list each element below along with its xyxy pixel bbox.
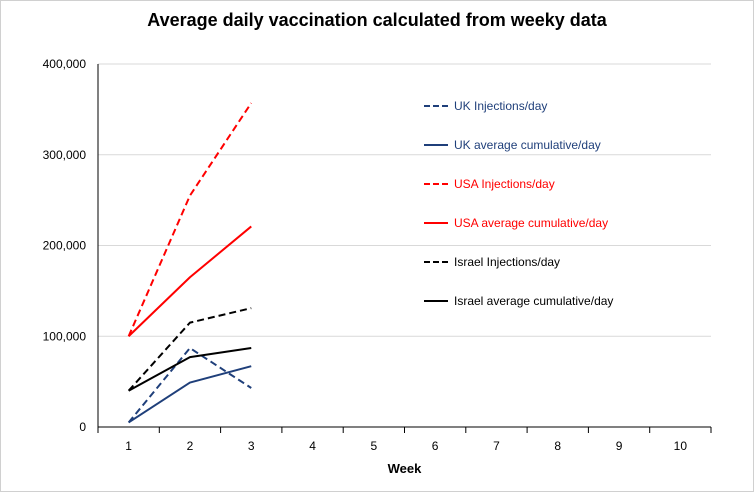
legend-label: UK average cumulative/day xyxy=(454,138,601,152)
x-tick-label: 10 xyxy=(674,439,688,453)
gridlines xyxy=(98,63,711,337)
legend-label: UK Injections/day xyxy=(454,99,547,113)
legend-label: USA average cumulative/day xyxy=(454,216,608,230)
legend-label: Israel Injections/day xyxy=(454,255,560,269)
legend: UK Injections/day UK average cumulative/d… xyxy=(424,99,613,308)
y-tick-label: 200,000 xyxy=(43,239,87,253)
x-axis-title: Week xyxy=(388,461,422,476)
series-line xyxy=(127,102,253,337)
series-line xyxy=(128,347,252,392)
x-tick-label: 9 xyxy=(616,439,623,453)
series-lines xyxy=(127,102,253,424)
x-tick-labels: 1 2 3 4 5 6 7 8 9 10 xyxy=(125,439,687,453)
series-line xyxy=(127,307,252,392)
y-tick-label: 300,000 xyxy=(43,148,87,162)
x-tick-label: 2 xyxy=(187,439,194,453)
series-line xyxy=(128,365,252,424)
y-tick-label: 0 xyxy=(79,420,86,434)
x-tick-label: 6 xyxy=(432,439,439,453)
y-tick-label: 100,000 xyxy=(43,329,87,343)
x-tick-label: 1 xyxy=(125,439,132,453)
x-tick-label: 8 xyxy=(554,439,561,453)
legend-label: Israel average cumulative/day xyxy=(454,294,613,308)
series-line xyxy=(127,225,252,337)
x-tick-label: 7 xyxy=(493,439,500,453)
y-tick-labels: 0 100,000 200,000 300,000 400,000 xyxy=(43,57,87,434)
x-tick-label: 4 xyxy=(309,439,316,453)
chart-title: Average daily vaccination calculated fro… xyxy=(147,10,607,30)
series-line xyxy=(127,347,252,424)
x-tick-label: 5 xyxy=(371,439,378,453)
x-tick-label: 3 xyxy=(248,439,255,453)
y-tick-label: 400,000 xyxy=(43,57,87,71)
legend-label: USA Injections/day xyxy=(454,177,555,191)
axes xyxy=(97,64,712,433)
